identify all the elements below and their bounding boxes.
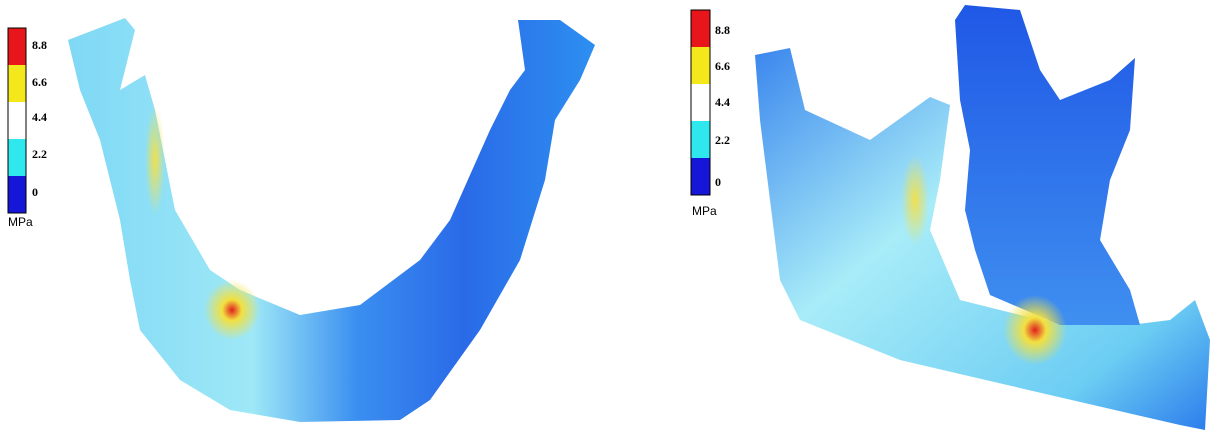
legend-band: [8, 176, 26, 213]
legend-frame: [690, 9, 711, 196]
ramus: [955, 5, 1140, 325]
legend-tick: 8.8: [715, 23, 730, 37]
legend-band: [691, 47, 710, 84]
legend-tick: 6.6: [715, 59, 730, 73]
legend-band: [8, 65, 26, 102]
legend-tick: 0: [32, 185, 38, 199]
legend-tick: 0: [715, 175, 721, 189]
legend-tick: 4.4: [715, 95, 730, 109]
legend-frame: [7, 27, 27, 214]
legend-band: [8, 28, 26, 65]
legend-band: [691, 121, 710, 158]
legend-tick: 4.4: [32, 110, 47, 124]
legend-band: [691, 84, 710, 121]
legend-unit: MPa: [8, 215, 33, 229]
mandible-front: [68, 18, 595, 422]
legend-tick: 2.2: [32, 147, 47, 161]
legend-unit: MPa: [692, 204, 717, 218]
hotspot: [204, 280, 260, 340]
warm-zone: [901, 155, 929, 245]
legend-tick: 2.2: [715, 133, 730, 147]
legend-tick: 8.8: [32, 38, 47, 52]
mandible-side: [755, 48, 1210, 430]
legend: 8.8 6.6 4.4 2.2 0 MPa: [7, 27, 47, 229]
legend-band: [691, 158, 710, 195]
warm-zone: [145, 105, 165, 215]
legend-band: [8, 139, 26, 176]
legend-tick: 6.6: [32, 75, 47, 89]
legend-band: [691, 10, 710, 47]
hotspot: [1003, 295, 1067, 365]
legend-band: [8, 102, 26, 139]
legend: 8.8 6.6 4.4 2.2 0 MPa: [690, 9, 730, 218]
